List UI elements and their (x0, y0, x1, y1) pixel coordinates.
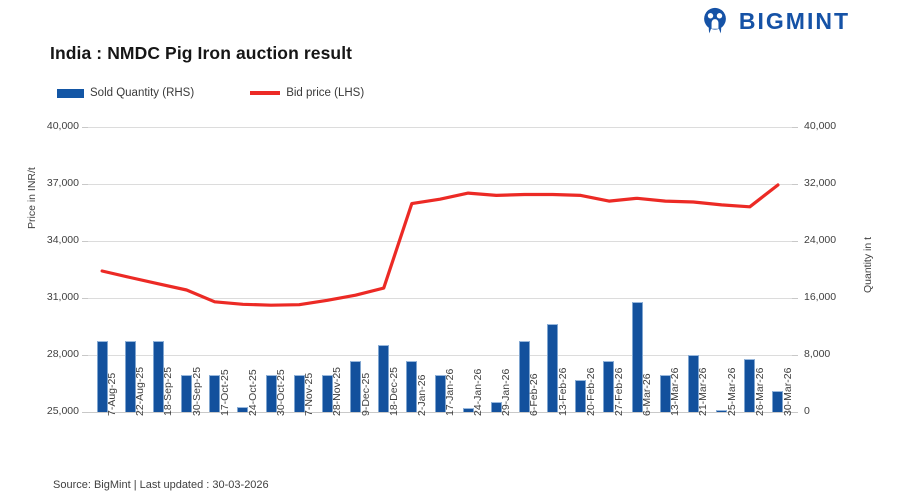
bar[interactable] (462, 407, 474, 412)
left-tick-mark (82, 184, 88, 185)
right-tick-label: 24,000 (804, 234, 837, 246)
x-tick-label: 9-Dec-25 (359, 372, 372, 416)
x-tick-label: 26-Mar-26 (753, 367, 766, 416)
bar[interactable] (293, 374, 305, 412)
legend-label-bid-price: Bid price (LHS) (286, 87, 365, 99)
x-axis-baseline (88, 412, 792, 413)
x-tick-label: 20-Feb-26 (584, 367, 597, 416)
bar[interactable] (96, 341, 108, 412)
left-tick-mark (82, 241, 88, 242)
right-tick-mark (792, 127, 798, 128)
legend-item-sold-quantity[interactable]: Sold Quantity (RHS) (57, 87, 194, 99)
left-tick-mark (82, 298, 88, 299)
x-tick-label: 7-Nov-25 (303, 372, 316, 416)
gridline (88, 355, 792, 356)
source-note: Source: BigMint | Last updated : 30-03-2… (53, 479, 269, 491)
bar[interactable] (406, 360, 418, 412)
bar[interactable] (772, 390, 784, 412)
bar[interactable] (575, 379, 587, 412)
x-tick-label: 24-Jan-26 (472, 368, 485, 416)
bar[interactable] (547, 323, 559, 412)
bar[interactable] (350, 361, 362, 412)
bar[interactable] (378, 345, 390, 412)
bar[interactable] (744, 358, 756, 412)
right-tick-mark (792, 184, 798, 185)
right-tick-label: 0 (804, 405, 810, 417)
x-tick-label: 6-Mar-26 (641, 373, 654, 416)
left-tick-label: 40,000 (46, 120, 79, 132)
bar[interactable] (209, 374, 221, 412)
x-tick-label: 28-Nov-25 (331, 366, 344, 416)
right-tick-label: 32,000 (804, 177, 837, 189)
x-tick-label: 30-Mar-26 (781, 367, 794, 416)
right-tick-mark (792, 412, 798, 413)
legend-item-bid-price[interactable]: Bid price (LHS) (250, 87, 364, 99)
bar[interactable] (490, 402, 502, 412)
left-tick-mark (82, 127, 88, 128)
left-tick-mark (82, 355, 88, 356)
bar[interactable] (687, 355, 699, 412)
brand-name: BIGMINT (738, 7, 850, 34)
left-tick-label: 31,000 (46, 291, 79, 303)
right-tick-mark (792, 355, 798, 356)
x-tick-label: 6-Feb-26 (528, 373, 541, 416)
page-title: India : NMDC Pig Iron auction result (50, 43, 353, 63)
gridline (88, 184, 792, 185)
bigmint-logo-icon (704, 7, 726, 34)
chart-legend: Sold Quantity (RHS) Bid price (LHS) (57, 87, 364, 99)
line-series-bid-price (100, 183, 780, 307)
x-tick-label: 30-Oct-25 (275, 369, 288, 416)
bar[interactable] (237, 407, 249, 412)
chart-plot-area: 25,000 28,000 31,000 34,000 37,000 40,000 0 8,… (47, 120, 836, 417)
x-tick-label: 13-Mar-26 (669, 367, 682, 416)
x-tick-label: 29-Jan-26 (500, 368, 513, 416)
bar[interactable] (152, 341, 164, 412)
legend-bar-swatch-icon (57, 88, 84, 98)
right-tick-mark (792, 241, 798, 242)
bar[interactable] (434, 375, 446, 412)
x-tick-label: 17-Oct-25 (218, 369, 231, 416)
x-tick-label: 18-Sep-25 (162, 366, 175, 416)
x-tick-label: 22-Aug-25 (134, 366, 147, 416)
gridline (88, 127, 792, 128)
left-axis-title: Price in INR/t (26, 167, 38, 229)
brand-logo: BIGMINT (700, 6, 850, 36)
bar[interactable] (631, 302, 643, 412)
left-tick-label: 25,000 (46, 405, 79, 417)
legend-line-swatch-icon (250, 91, 281, 95)
right-tick-label: 16,000 (804, 291, 837, 303)
gridline (88, 298, 792, 299)
x-tick-label: 30-Sep-25 (190, 366, 203, 416)
bar[interactable] (181, 374, 193, 412)
right-axis-title: Quantity in t (862, 236, 874, 293)
left-tick-label: 34,000 (46, 234, 79, 246)
x-tick-label: 21-Mar-26 (697, 367, 710, 416)
left-tick-label: 37,000 (46, 177, 79, 189)
bar[interactable] (518, 340, 530, 412)
x-tick-label: 2-Jan-26 (415, 374, 428, 416)
bar[interactable] (124, 341, 136, 412)
x-tick-label: 13-Feb-26 (556, 367, 569, 416)
x-tick-label: 27-Feb-26 (612, 367, 625, 416)
x-tick-label: 7-Aug-25 (106, 372, 119, 416)
bar[interactable] (321, 374, 333, 412)
x-tick-label: 25-Mar-26 (725, 367, 738, 416)
left-tick-mark (82, 412, 88, 413)
right-tick-label: 8,000 (804, 348, 831, 360)
x-tick-label: 24-Oct-25 (246, 369, 259, 416)
right-tick-label: 40,000 (804, 120, 837, 132)
legend-label-sold-quantity: Sold Quantity (RHS) (90, 87, 195, 99)
left-tick-label: 28,000 (46, 348, 79, 360)
gridline (88, 241, 792, 242)
right-tick-mark (792, 298, 798, 299)
x-tick-label: 18-Dec-25 (387, 366, 400, 416)
bar[interactable] (659, 374, 671, 412)
bar[interactable] (265, 374, 277, 412)
bar[interactable] (603, 360, 615, 412)
bar[interactable] (716, 409, 728, 412)
x-tick-label: 17-Jan-26 (444, 368, 456, 416)
